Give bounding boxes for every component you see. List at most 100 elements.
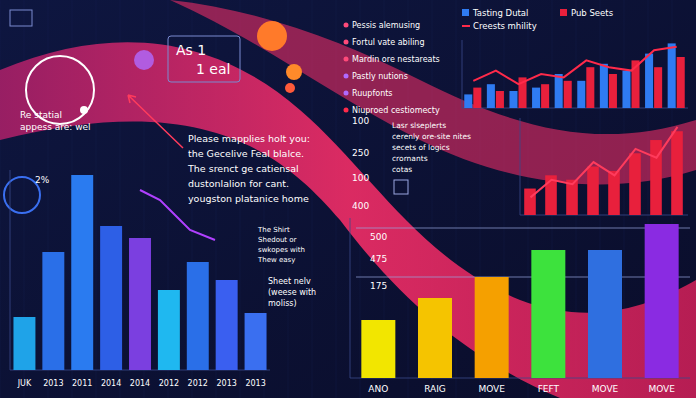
annotation: 100 [352, 173, 369, 183]
annotation: Pastly nutions [352, 72, 408, 81]
bar [587, 167, 599, 216]
legend-swatch [462, 9, 469, 16]
x-tick-label: 2012 [159, 379, 179, 388]
bar [677, 57, 685, 108]
marks [524, 127, 683, 215]
bar [668, 43, 676, 108]
bullet [344, 108, 349, 113]
deco-orange-small [286, 64, 302, 80]
deco-orange-tiny [285, 83, 295, 93]
bullet [344, 74, 349, 79]
legend-swatch [462, 25, 470, 27]
bar [524, 189, 536, 215]
deco-violet [134, 50, 154, 70]
x-tick-label: RAIG [424, 384, 446, 394]
x-tick-label: 2013 [245, 379, 265, 388]
chart: ANORAIGMOVEFEFTMOVEMOVE500475175 [350, 218, 690, 394]
annotation: Fortul vate abiling [352, 38, 425, 47]
deco-dot [80, 106, 88, 114]
bullet [344, 40, 349, 45]
canvas: JUK20132011201420142012201220132013Re st… [0, 0, 696, 398]
bar [532, 88, 540, 108]
x-tick-label: ANO [368, 384, 388, 394]
marks [361, 224, 678, 378]
chart: 100250100400Lasr slseplertscerenly ore-s… [352, 116, 688, 215]
marks [13, 175, 266, 370]
bar [541, 84, 549, 108]
bar [509, 91, 517, 108]
legend-label: Creests mhility [473, 21, 537, 31]
y-axis-line [350, 218, 351, 378]
annotation: Please mapplies holt you: [188, 133, 310, 144]
x-tick-label: 2012 [188, 379, 208, 388]
annotation: cerenly ore-site nites [392, 132, 471, 141]
bar [100, 226, 122, 370]
bar [496, 91, 504, 108]
bar [586, 67, 594, 108]
bar [464, 94, 472, 108]
background [0, 0, 696, 398]
bar [418, 298, 452, 378]
bar [158, 290, 180, 370]
annotation: 2% [35, 175, 50, 185]
bar [600, 64, 608, 108]
x-tick-label: 2014 [130, 379, 150, 388]
x-tick-label: 2011 [72, 379, 92, 388]
pink-wave-top [170, 0, 696, 184]
x-tick-label: MOVE [592, 384, 619, 394]
annotation: appess are: wel [20, 122, 91, 132]
x-tick-label: MOVE [648, 384, 675, 394]
annotation: 1 eal [196, 61, 230, 77]
bar [531, 250, 565, 378]
legend-label: Tasting Dutal [472, 8, 528, 18]
annotation: 175 [370, 281, 387, 291]
legend-swatch [560, 9, 567, 16]
bar [42, 252, 64, 370]
chart: JUK20132011201420142012201220132013Re st… [10, 42, 316, 388]
annotation: 500 [370, 232, 387, 242]
annotation: the Gecelive Feal blalce. [188, 148, 304, 159]
bar [654, 67, 662, 108]
bar [645, 54, 653, 108]
y-axis-line [462, 40, 463, 108]
annotation: cotas [392, 165, 412, 174]
deco-box [168, 36, 240, 82]
legend-label: Pub Seets [571, 8, 614, 18]
bar [361, 320, 395, 378]
annotation: Niuproed cestiomecty [352, 106, 440, 115]
annotation: Shedout or [258, 236, 297, 244]
bar [216, 280, 238, 370]
annotation: 250 [352, 148, 369, 158]
bar [645, 224, 679, 378]
annotation: dustonlalion for cant. [188, 178, 289, 189]
annotation: Mardin ore nestareats [352, 55, 440, 64]
annotation: Pessis alemusing [352, 21, 420, 30]
y-axis-line [520, 118, 521, 215]
x-tick-label: MOVE [478, 384, 505, 394]
annotation: As 1 [176, 42, 206, 58]
stage: JUK20132011201420142012201220132013Re st… [0, 0, 696, 398]
deco-icon [394, 180, 408, 194]
y-axis-line [10, 170, 11, 370]
annotation: 100 [352, 116, 369, 126]
bar [588, 250, 622, 378]
bullet [344, 23, 349, 28]
annotation: The Shirt [257, 226, 290, 234]
deco-arrow [128, 95, 183, 148]
bar [487, 84, 495, 108]
annotation: yougston platanice home [188, 193, 309, 204]
bullet [344, 57, 349, 62]
bar [71, 175, 93, 370]
annotation: Thew easy [257, 256, 295, 264]
annotation: Ruupfonts [352, 89, 393, 98]
bar [564, 81, 572, 108]
annotation: Sheet nelv [268, 277, 311, 286]
marks [464, 43, 684, 108]
bullet [344, 91, 349, 96]
annotation: Lasr slseplerts [392, 121, 446, 130]
annotation: 475 [370, 254, 387, 264]
bar [129, 238, 151, 370]
deco-line [356, 277, 690, 278]
bar [629, 153, 641, 215]
annotation: Re statial [20, 110, 62, 120]
